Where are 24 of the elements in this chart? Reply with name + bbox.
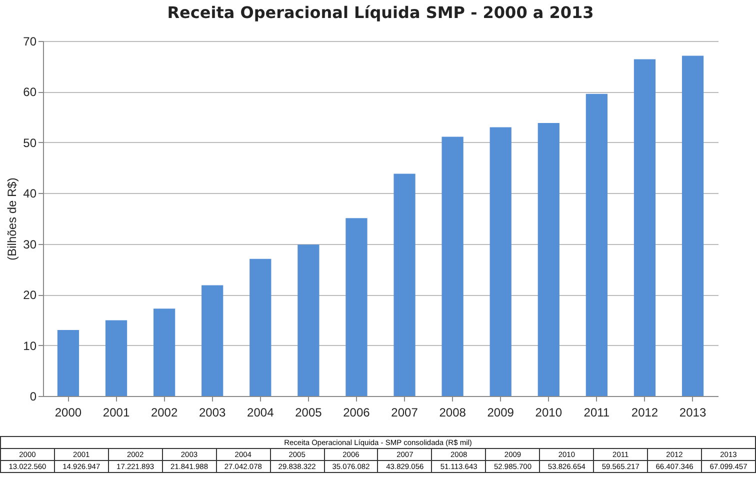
y-tick-label: 50 bbox=[23, 136, 37, 150]
y-tick-label: 40 bbox=[23, 186, 37, 201]
x-tick-label: 2013 bbox=[679, 406, 706, 420]
y-axis-title: (Bilhões de R$) bbox=[5, 178, 20, 260]
chart-title: Receita Operacional Líquida SMP - 2000 a 2013 bbox=[167, 3, 594, 22]
y-tick-label: 10 bbox=[23, 338, 37, 353]
x-tick-label: 2006 bbox=[343, 406, 370, 420]
x-tick-label: 2003 bbox=[199, 406, 226, 420]
y-tick-label: 60 bbox=[23, 85, 37, 100]
x-tick-label: 2007 bbox=[391, 406, 418, 420]
y-tick-label: 30 bbox=[23, 237, 37, 252]
x-tick-label: 2005 bbox=[295, 406, 322, 420]
x-tick-label: 2009 bbox=[487, 406, 514, 420]
x-tick-label: 2012 bbox=[631, 406, 658, 420]
x-tick-label: 2001 bbox=[102, 406, 130, 420]
x-tick-label: 2011 bbox=[584, 406, 610, 420]
x-tick-label: 2000 bbox=[54, 406, 82, 420]
y-tick-label: 0 bbox=[30, 390, 37, 404]
x-tick-label: 2010 bbox=[535, 406, 562, 420]
x-tick-label: 2004 bbox=[247, 406, 274, 420]
y-tick-label: 20 bbox=[23, 288, 37, 302]
x-tick-label: 2008 bbox=[439, 406, 466, 420]
y-tick-label: 70 bbox=[23, 34, 37, 48]
x-tick-label: 2002 bbox=[150, 406, 178, 420]
